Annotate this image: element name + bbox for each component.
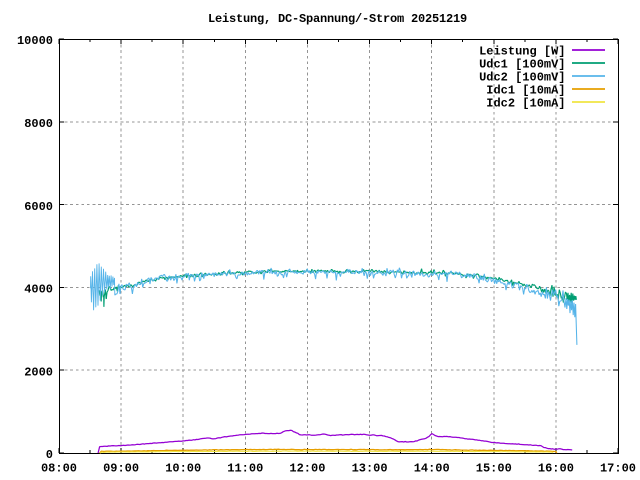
svg-text:15:00: 15:00 [476,462,512,476]
svg-text:08:00: 08:00 [41,462,77,476]
svg-text:17:00: 17:00 [600,462,636,476]
svg-text:Idc2 [10mA]: Idc2 [10mA] [486,96,565,110]
svg-text:13:00: 13:00 [352,462,388,476]
svg-text:Udc2 [100mV]: Udc2 [100mV] [479,70,565,84]
svg-text:2000: 2000 [24,365,53,379]
svg-text:4000: 4000 [24,283,53,297]
svg-text:8000: 8000 [24,117,53,131]
svg-text:11:00: 11:00 [227,462,263,476]
svg-text:14:00: 14:00 [414,462,450,476]
svg-text:16:00: 16:00 [538,462,574,476]
svg-text:6000: 6000 [24,200,53,214]
svg-text:Leistung, DC-Spannung/-Strom 2: Leistung, DC-Spannung/-Strom 20251219 [208,12,467,26]
svg-text:Udc1 [100mV]: Udc1 [100mV] [479,57,565,71]
svg-text:12:00: 12:00 [289,462,325,476]
svg-text:09:00: 09:00 [103,462,139,476]
svg-text:10:00: 10:00 [165,462,201,476]
svg-text:Leistung [W]: Leistung [W] [479,44,565,58]
svg-text:Idc1 [10mA]: Idc1 [10mA] [486,83,565,97]
svg-text:10000: 10000 [17,34,53,48]
svg-text:0: 0 [46,448,53,462]
